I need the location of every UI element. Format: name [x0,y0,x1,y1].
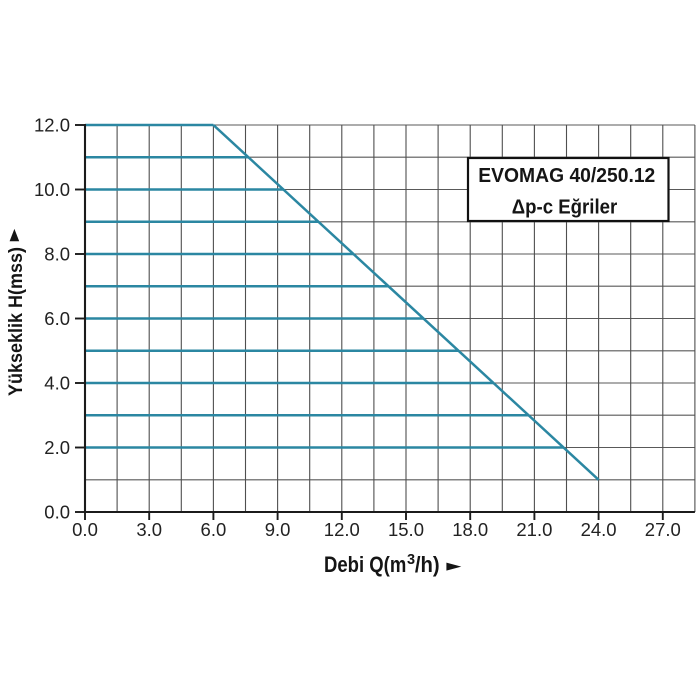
svg-text:12.0: 12.0 [324,519,360,540]
svg-text:27.0: 27.0 [645,519,681,540]
svg-text:24.0: 24.0 [581,519,617,540]
svg-text:Debi Q(m: Debi Q(m [324,552,406,577]
svg-text:6.0: 6.0 [44,308,70,329]
svg-text:15.0: 15.0 [388,519,424,540]
svg-text:Yükseklik H(mss): Yükseklik H(mss) [6,247,27,396]
svg-text:EVOMAG 40/250.12: EVOMAG 40/250.12 [478,164,655,187]
svg-text:0.0: 0.0 [72,519,98,540]
svg-text:0.0: 0.0 [44,502,70,523]
svg-text:18.0: 18.0 [452,519,488,540]
svg-text:21.0: 21.0 [516,519,552,540]
svg-text:2.0: 2.0 [44,437,70,458]
svg-text:6.0: 6.0 [201,519,227,540]
svg-text:12.0: 12.0 [34,115,70,136]
svg-text:9.0: 9.0 [265,519,291,540]
svg-text:Δp-c Eğriler: Δp-c Eğriler [512,197,618,219]
svg-text:8.0: 8.0 [44,244,70,265]
svg-text:/h): /h) [415,552,440,577]
svg-text:3: 3 [407,552,415,568]
svg-text:10.0: 10.0 [34,179,70,200]
svg-text:4.0: 4.0 [44,373,70,394]
svg-text:3.0: 3.0 [136,519,162,540]
